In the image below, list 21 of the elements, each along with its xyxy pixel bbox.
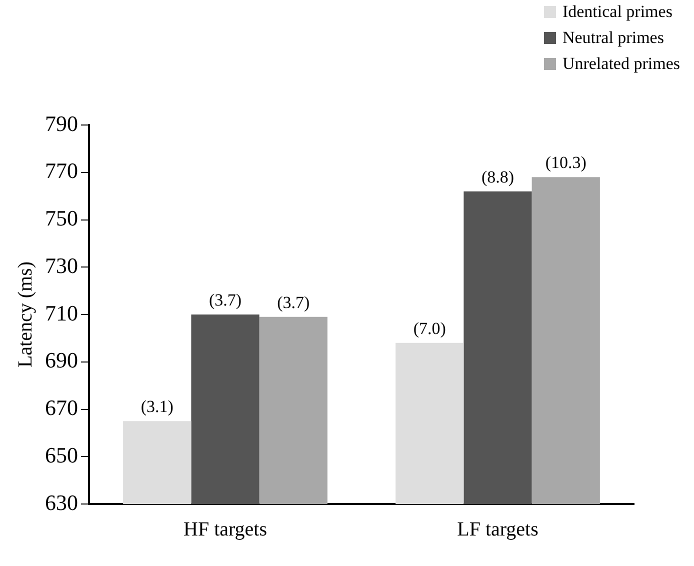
y-tick-label: 690 <box>45 348 78 373</box>
x-tick-label: HF targets <box>183 518 268 540</box>
legend-label: Identical primes <box>562 2 672 22</box>
y-tick-label: 630 <box>45 490 78 515</box>
y-tick-label: 790 <box>45 110 78 136</box>
legend-label: Neutral primes <box>562 28 664 48</box>
annotation: (3.1) <box>140 397 174 416</box>
legend-label: Unrelated primes <box>562 54 680 74</box>
y-axis-title: Latency (ms) <box>14 261 36 368</box>
annotation: (8.8) <box>481 167 514 186</box>
y-tick-label: 750 <box>45 206 78 231</box>
annotation: (10.3) <box>545 153 586 172</box>
y-tick-label: 710 <box>45 300 78 326</box>
y-tick-label: 670 <box>45 395 78 420</box>
x-tick-label: LF targets <box>457 518 539 540</box>
y-tick-label: 730 <box>45 252 78 278</box>
annotation: (3.7) <box>208 290 242 310</box>
annotation: (3.7) <box>277 292 310 312</box>
y-tick-label: 650 <box>45 442 78 468</box>
annotation: (7.0) <box>413 318 446 338</box>
y-tick-label: 770 <box>45 158 78 184</box>
